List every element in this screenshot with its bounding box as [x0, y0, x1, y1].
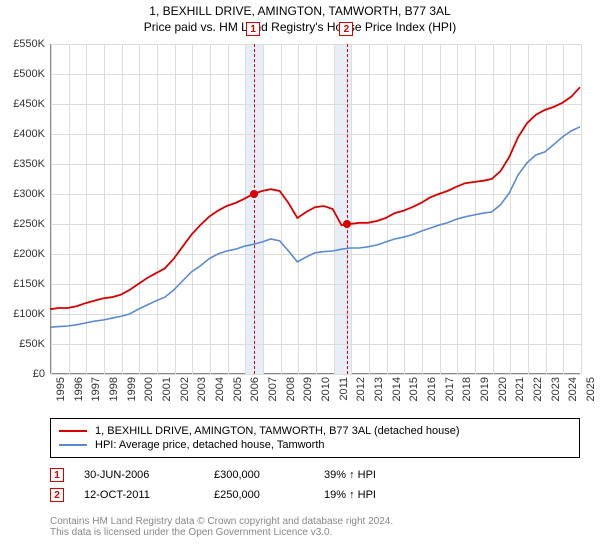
legend-swatch-property — [59, 430, 87, 432]
legend-label-property: 1, BEXHILL DRIVE, AMINGTON, TAMWORTH, B7… — [95, 425, 460, 437]
xtick-label: 1997 — [90, 377, 102, 401]
xtick-label: 2016 — [426, 377, 438, 401]
legend: 1, BEXHILL DRIVE, AMINGTON, TAMWORTH, B7… — [50, 418, 580, 458]
footnote: Contains HM Land Registry data © Crown c… — [50, 516, 580, 538]
ytick-label: £500K — [0, 68, 45, 80]
ytick-label: £200K — [0, 248, 45, 260]
sale-row-price: £250,000 — [214, 489, 304, 501]
xtick-label: 2014 — [391, 377, 403, 401]
legend-swatch-hpi — [59, 444, 87, 446]
ytick-label: £250K — [0, 218, 45, 230]
ytick-label: £550K — [0, 38, 45, 50]
page-subtitle: Price paid vs. HM Land Registry's House … — [0, 20, 600, 34]
series-line-property — [50, 87, 580, 309]
legend-item-hpi: HPI: Average price, detached house, Tamw… — [59, 439, 571, 451]
xtick-label: 2022 — [532, 377, 544, 401]
xtick-label: 2024 — [567, 377, 579, 401]
sale-row: 1 30-JUN-2006 £300,000 39% ↑ HPI — [50, 468, 580, 482]
xtick-label: 2012 — [355, 377, 367, 401]
xtick-label: 2003 — [196, 377, 208, 401]
xtick-label: 2006 — [249, 377, 261, 401]
legend-label-hpi: HPI: Average price, detached house, Tamw… — [95, 439, 325, 451]
sale-marker: 2 — [339, 22, 353, 36]
xtick-label: 2019 — [479, 377, 491, 401]
footnote-line-2: This data is licensed under the Open Gov… — [50, 527, 580, 538]
ytick-label: £450K — [0, 98, 45, 110]
xtick-label: 2015 — [408, 377, 420, 401]
sale-row-marker: 1 — [50, 468, 64, 482]
ytick-label: £300K — [0, 188, 45, 200]
sale-row-date: 30-JUN-2006 — [84, 469, 194, 481]
footnote-line-1: Contains HM Land Registry data © Crown c… — [50, 516, 580, 527]
xtick-label: 2002 — [179, 377, 191, 401]
xtick-label: 2007 — [267, 377, 279, 401]
sale-marker: 1 — [246, 22, 260, 36]
ytick-label: £400K — [0, 128, 45, 140]
xtick-label: 2025 — [585, 377, 597, 401]
xtick-label: 2013 — [373, 377, 385, 401]
xtick-label: 2009 — [302, 377, 314, 401]
sale-row-price: £300,000 — [214, 469, 304, 481]
xtick-label: 1999 — [126, 377, 138, 401]
ytick-label: £100K — [0, 308, 45, 320]
xtick-label: 2004 — [214, 377, 226, 401]
xtick-label: 1995 — [55, 377, 67, 401]
ytick-label: £150K — [0, 278, 45, 290]
sale-row-marker: 2 — [50, 488, 64, 502]
price-chart: £0£50K£100K£150K£200K£250K£300K£350K£400… — [50, 44, 580, 374]
xtick-label: 2008 — [285, 377, 297, 401]
xtick-label: 1996 — [73, 377, 85, 401]
xtick-label: 2010 — [320, 377, 332, 401]
xtick-label: 1998 — [108, 377, 120, 401]
sale-row: 2 12-OCT-2011 £250,000 19% ↑ HPI — [50, 488, 580, 502]
ytick-label: £350K — [0, 158, 45, 170]
sale-row-date: 12-OCT-2011 — [84, 489, 194, 501]
ytick-label: £50K — [0, 338, 45, 350]
xtick-label: 2018 — [461, 377, 473, 401]
xtick-label: 2005 — [232, 377, 244, 401]
sales-list: 1 30-JUN-2006 £300,000 39% ↑ HPI 2 12-OCT-201… — [50, 462, 580, 508]
xtick-label: 2021 — [514, 377, 526, 401]
gridline-v — [581, 44, 582, 374]
xtick-label: 2011 — [338, 377, 350, 401]
legend-item-property: 1, BEXHILL DRIVE, AMINGTON, TAMWORTH, B7… — [59, 425, 571, 437]
page-title: 1, BEXHILL DRIVE, AMINGTON, TAMWORTH, B7… — [0, 4, 600, 18]
gridline-h — [51, 374, 581, 375]
xtick-label: 2017 — [444, 377, 456, 401]
sale-row-diff: 19% ↑ HPI — [324, 489, 424, 501]
sale-row-diff: 39% ↑ HPI — [324, 469, 424, 481]
ytick-label: £0 — [0, 368, 45, 380]
xtick-label: 2023 — [550, 377, 562, 401]
series-line-hpi — [50, 127, 580, 327]
xtick-label: 2000 — [143, 377, 155, 401]
xtick-label: 2020 — [497, 377, 509, 401]
xtick-label: 2001 — [161, 377, 173, 401]
